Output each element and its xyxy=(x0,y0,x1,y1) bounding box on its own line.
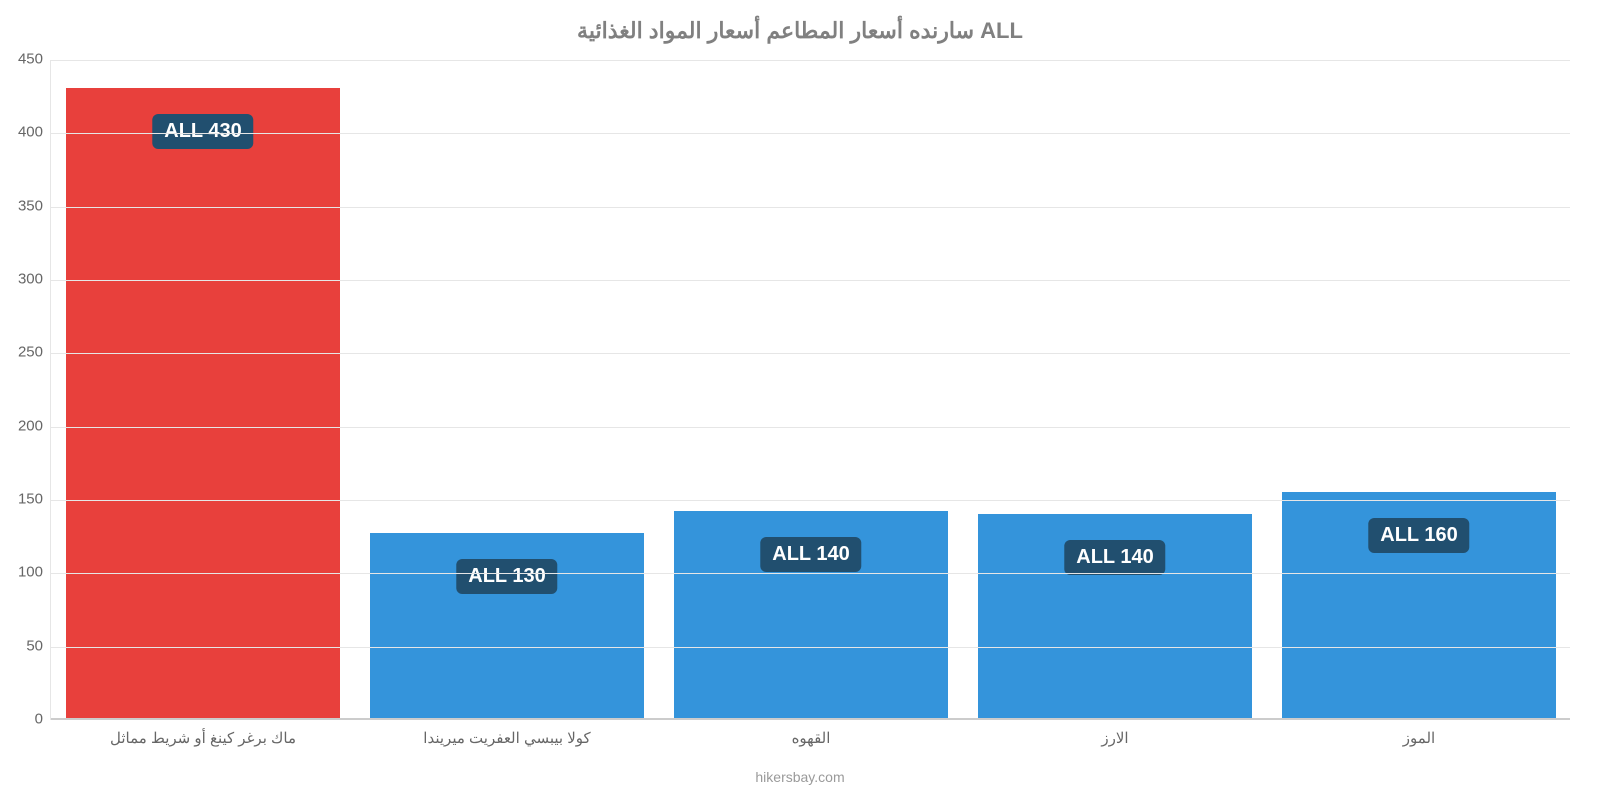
grid-line xyxy=(51,353,1570,354)
grid-line xyxy=(51,133,1570,134)
value-badge: ALL 160 xyxy=(1368,518,1469,553)
grid-line xyxy=(51,60,1570,61)
y-tick-label: 450 xyxy=(18,51,51,68)
value-badge: ALL 130 xyxy=(456,559,557,594)
chart-title: سارنده أسعار المطاعم أسعار المواد الغذائ… xyxy=(0,0,1600,44)
grid-line xyxy=(51,573,1570,574)
bar: ALL 140 xyxy=(978,514,1252,719)
y-tick-label: 100 xyxy=(18,564,51,581)
value-badge: ALL 140 xyxy=(1064,540,1165,575)
bar: ALL 140 xyxy=(674,511,948,719)
grid-line xyxy=(51,427,1570,428)
y-tick-label: 200 xyxy=(18,417,51,434)
y-tick-label: 150 xyxy=(18,491,51,508)
x-axis-label: كولا بيبسي العفريت ميريندا xyxy=(423,719,590,747)
y-tick-label: 0 xyxy=(35,711,51,728)
x-axis-label: الارز xyxy=(1101,719,1128,747)
bar: ALL 130 xyxy=(370,533,644,719)
x-axis-label: الموز xyxy=(1403,719,1435,747)
bars-layer: ALL 430 ALL 130 ALL 140 ALL 140 ALL 160 xyxy=(51,60,1570,719)
y-tick-label: 400 xyxy=(18,124,51,141)
y-tick-label: 300 xyxy=(18,271,51,288)
bar: ALL 160 xyxy=(1282,492,1556,719)
y-tick-label: 250 xyxy=(18,344,51,361)
value-badge: ALL 430 xyxy=(152,114,253,149)
plot-area: ALL 430ALL 130ALL 140ALL 140ALL 160 0501… xyxy=(50,60,1570,720)
chart-footer: hikersbay.com xyxy=(0,769,1600,785)
grid-line xyxy=(51,207,1570,208)
chart-container: سارنده أسعار المطاعم أسعار المواد الغذائ… xyxy=(0,0,1600,800)
grid-line xyxy=(51,500,1570,501)
grid-line xyxy=(51,647,1570,648)
x-axis-label: ماك برغر كينغ أو شريط مماثل xyxy=(110,719,296,747)
bar: ALL 430 xyxy=(66,88,340,719)
y-tick-label: 350 xyxy=(18,197,51,214)
x-axis-label: القهوه xyxy=(792,719,831,747)
y-tick-label: 50 xyxy=(26,637,51,654)
value-badge: ALL 140 xyxy=(760,537,861,572)
grid-line xyxy=(51,280,1570,281)
